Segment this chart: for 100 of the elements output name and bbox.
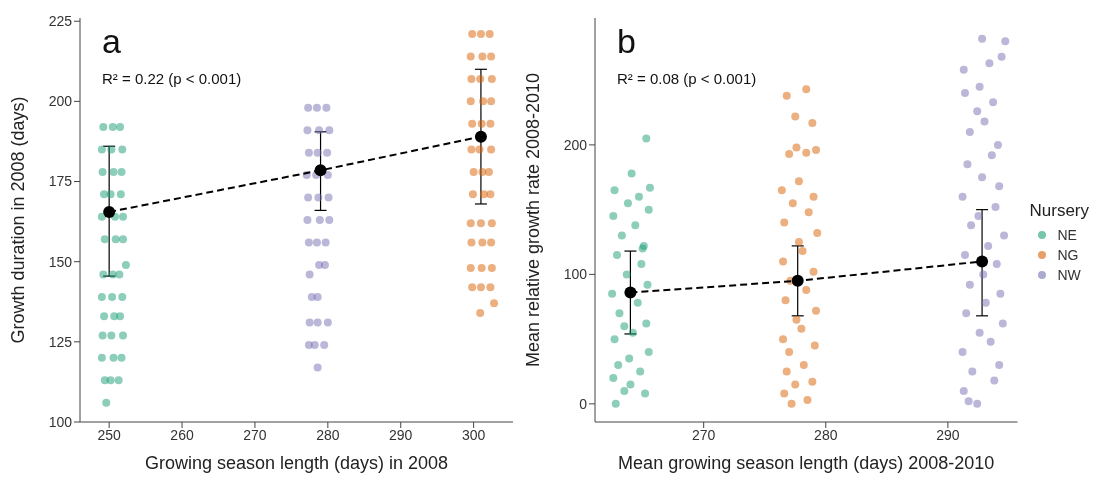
point <box>993 140 1002 149</box>
point <box>119 235 128 244</box>
point <box>478 52 487 61</box>
point <box>973 107 982 116</box>
point <box>960 250 969 259</box>
point <box>608 289 617 298</box>
point <box>467 74 476 83</box>
point <box>989 98 998 107</box>
point <box>642 134 651 143</box>
point <box>808 377 817 386</box>
point <box>609 373 618 382</box>
point <box>479 97 488 106</box>
point <box>810 341 819 350</box>
point <box>959 65 968 74</box>
point <box>324 193 333 202</box>
point <box>305 318 314 327</box>
x-tick-label: 250 <box>97 426 122 443</box>
point <box>305 270 314 279</box>
point <box>808 118 817 127</box>
point <box>315 126 324 135</box>
point <box>617 231 626 240</box>
point <box>802 285 811 294</box>
point <box>479 190 488 199</box>
point <box>116 312 125 321</box>
x-axis-title: Growing season length (days) in 2008 <box>144 452 449 473</box>
point <box>313 292 322 301</box>
point <box>118 292 127 301</box>
point <box>631 221 640 230</box>
point <box>476 74 485 83</box>
point <box>634 192 643 201</box>
point <box>468 119 477 128</box>
point <box>611 399 620 408</box>
point <box>323 148 332 157</box>
point <box>990 376 999 385</box>
point <box>788 199 797 208</box>
point <box>100 190 109 199</box>
point <box>314 164 327 177</box>
point <box>97 212 106 221</box>
x-tick-label: 280 <box>316 426 340 443</box>
point <box>792 315 801 324</box>
point <box>117 353 126 362</box>
point <box>467 238 476 247</box>
point <box>959 386 968 395</box>
point <box>995 182 1004 191</box>
point <box>642 319 651 328</box>
point <box>107 145 116 154</box>
point <box>984 241 993 250</box>
point <box>794 177 803 186</box>
point <box>781 296 790 305</box>
point <box>325 126 334 135</box>
point <box>809 267 818 276</box>
point <box>117 167 126 176</box>
point <box>109 167 118 176</box>
point <box>782 91 791 100</box>
point <box>118 145 127 154</box>
point <box>487 97 496 106</box>
point <box>315 216 324 224</box>
point <box>644 348 653 357</box>
point <box>792 143 801 152</box>
point <box>798 247 807 256</box>
point <box>1000 231 1009 240</box>
point <box>641 389 650 398</box>
point <box>998 319 1007 328</box>
point <box>487 219 496 228</box>
point <box>1001 37 1010 46</box>
point <box>99 123 108 132</box>
point <box>996 289 1005 298</box>
point <box>314 193 323 202</box>
point <box>97 292 106 301</box>
point <box>99 270 108 279</box>
point <box>476 219 485 228</box>
point <box>106 376 115 385</box>
point <box>991 203 1000 212</box>
point <box>997 52 1006 61</box>
x-tick-label: 270 <box>243 426 267 443</box>
legend-label: NW <box>1057 267 1081 283</box>
x-tick-label: 300 <box>461 426 486 443</box>
point <box>108 292 117 301</box>
point <box>802 148 811 157</box>
x-tick-label: 280 <box>814 426 838 443</box>
point <box>620 322 629 331</box>
point <box>466 52 475 61</box>
point <box>785 348 794 357</box>
x-axis-title: Mean growing season length (days) 2008-2010 <box>618 452 995 473</box>
point <box>981 298 990 307</box>
point <box>958 192 967 201</box>
point <box>303 216 312 224</box>
point <box>322 103 331 112</box>
point <box>487 52 496 61</box>
point <box>980 117 989 126</box>
point <box>978 34 987 43</box>
point <box>797 324 806 333</box>
point <box>620 386 629 395</box>
point <box>973 399 982 408</box>
point <box>478 167 487 176</box>
point <box>986 337 995 346</box>
y-tick-label: 100 <box>48 413 73 430</box>
point <box>974 212 983 221</box>
point <box>313 363 322 372</box>
point <box>637 260 646 269</box>
